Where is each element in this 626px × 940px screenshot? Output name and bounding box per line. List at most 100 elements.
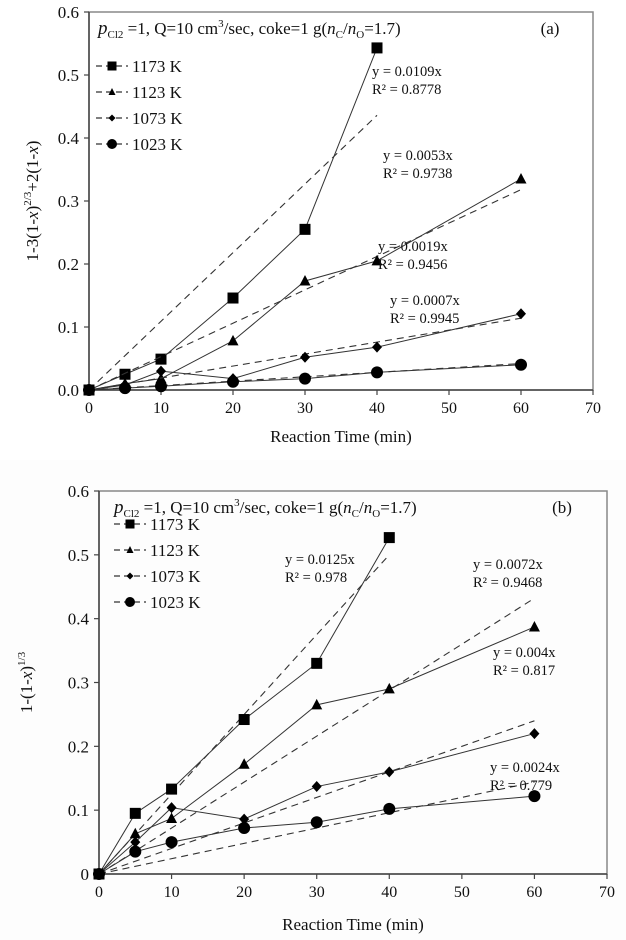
legend-label: 1073 K [150,567,201,586]
legend-label: 1173 K [132,57,183,76]
annotation-part: n [343,498,352,517]
data-point [130,836,141,848]
x-tick-label: 20 [236,884,252,901]
data-point [515,172,527,184]
annotation-subscript: O [356,29,364,41]
y-tick-label: 0.3 [68,674,89,693]
y-axis-label: 1-3(1-x)2/3+2(1-x) [22,141,42,262]
legend-marker [125,597,135,607]
x-tick-label: 0 [95,884,103,901]
data-point [299,223,311,235]
annotation-part: / [343,19,348,38]
trendline-equation: y = 0.0053x [383,148,454,164]
annotation-part: p [96,18,108,39]
data-point [155,353,167,365]
data-point [528,620,540,632]
trendline-equation: y = 0.0072x [473,557,544,573]
y-label-var: x [23,146,42,155]
data-point [371,254,383,266]
annotation-part: =1.7) [380,498,417,517]
x-tick-label: 0 [85,400,93,417]
series-1123-k [93,597,540,879]
legend-entry: 1023 K [96,135,183,154]
legend-label: 1023 K [150,593,201,612]
series-line [88,47,378,391]
trendline [98,597,535,875]
x-tick-label: 30 [309,884,325,901]
annotation-subscript: Cl2 [124,508,140,520]
data-point [155,380,167,393]
trendline-r-squared: R² = 0.8778 [372,82,441,98]
chart-panel-a: 0 10 20 30 40 50 60 70 0.0 0.1 0.2 0.3 0.4 0.5 0.6 Reac… [0,0,626,460]
data-point [384,766,395,778]
chart-a-svg: 0 10 20 30 40 50 60 70 0.0 0.1 0.2 0.3 0.4 0.5 0.6 Reac… [22,3,601,446]
conditions-annotation: pCl2 =1, Q=10 cm3/sec, coke=1 g(nC/nO=1.… [96,18,401,41]
x-tick-label: 40 [369,400,385,417]
trendline-equation: y = 0.0125x [285,552,356,568]
y-label-part: 1-3(1- [23,219,42,262]
series-line [98,733,535,875]
y-label-part: +2(1- [23,153,42,191]
x-axis-label: Reaction Time (min) [282,915,424,934]
panel-label: (b) [552,498,572,517]
data-point [372,341,382,353]
y-tick-label: 0.1 [68,801,89,820]
x-tick-label: 40 [381,884,397,901]
trendline [88,114,378,391]
data-point [383,532,395,544]
data-point [528,790,541,803]
legend-label: 1073 K [132,109,183,128]
legend-marker [108,88,116,95]
trendline-equation: y = 0.0007x [390,293,461,309]
annotation-subscript: C [336,29,343,41]
data-point [83,384,95,396]
y-tick-label: 0.6 [68,482,89,501]
annotation-part: n [348,19,357,38]
x-tick-label: 10 [164,884,180,901]
x-tick-label: 70 [599,884,615,901]
trendline-equation: y = 0.004x [493,645,556,661]
y-tick-label: 0.0 [58,381,79,400]
legend-entry: 1123 K [96,83,183,102]
annotation-part: =1.7) [364,19,401,38]
annotation-superscript: 3 [218,18,224,30]
trendline-r-squared: R² = 0.779 [490,778,552,794]
trendline-r-squared: R² = 0.9945 [390,311,459,327]
data-point [119,368,131,380]
data-point [299,372,311,385]
data-point [238,714,250,726]
data-point [238,822,251,835]
data-point [129,807,141,819]
chart-panel-b: 0 10 20 30 40 50 60 70 0 0.1 0.2 0.3 0.4 0.5 0.6 Reacti… [0,460,626,940]
series-1073-k [94,720,540,880]
trendline-equation: y = 0.0109x [372,64,443,80]
panel-label: (a) [541,19,560,38]
annotation-part: n [327,19,336,38]
data-point [310,816,323,829]
trendline [88,189,522,391]
annotation-part: n [364,498,373,517]
legend-entry: 1173 K [96,57,183,76]
y-tick-label: 0.4 [68,610,90,629]
legend-marker [108,114,116,122]
data-point [119,382,131,395]
x-tick-label: 20 [225,400,241,417]
y-label-exponent: 2/3 [22,191,34,206]
x-tick-label: 10 [153,400,169,417]
x-tick-label: 60 [513,400,529,417]
annotation-subscript: O [372,508,380,520]
legend-entry: 1023 K [114,593,201,612]
data-point [371,366,383,379]
data-point [300,351,310,363]
y-tick-label: 0.1 [58,318,79,337]
y-axis-label: 1-(1-x)1/3 [16,651,36,713]
series-line [98,795,535,875]
trendline-r-squared: R² = 0.9468 [473,575,542,591]
annotation-part: p [112,497,124,518]
y-tick-label: 0.5 [58,66,79,85]
annotation-part: /sec, coke=1 g( [224,19,328,38]
legend-marker [126,572,134,580]
y-label-part: ) [23,206,42,212]
legend-entry: 1073 K [96,109,183,128]
y-tick-label: 0 [81,865,90,884]
